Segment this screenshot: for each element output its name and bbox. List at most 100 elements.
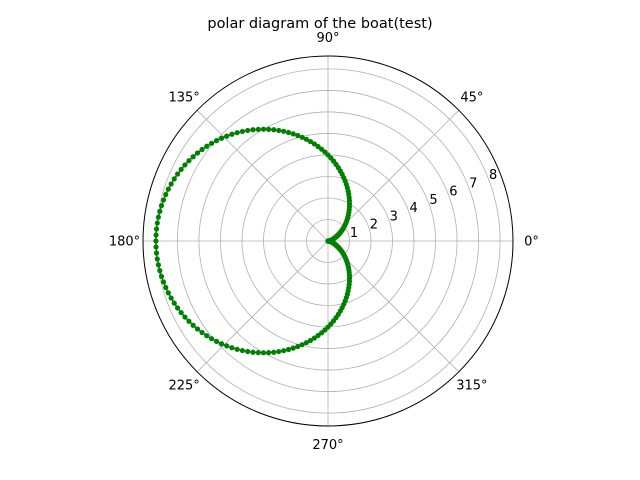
angle-tick-label-180: 180° bbox=[109, 235, 140, 250]
data-point-136 bbox=[218, 135, 225, 141]
data-point-186 bbox=[154, 256, 160, 262]
data-point-154 bbox=[178, 166, 184, 172]
polar-frame bbox=[142, 55, 514, 427]
angle-tick-labels: 0° 45° 90° 135° 180° 225° 270° 315° bbox=[109, 31, 539, 453]
data-point-120 bbox=[260, 126, 267, 132]
data-point-168 bbox=[158, 203, 165, 209]
data-point-160 bbox=[168, 181, 174, 187]
data-point-190 bbox=[157, 268, 163, 274]
data-point-258 bbox=[303, 340, 309, 346]
data-point-178 bbox=[153, 232, 159, 238]
data-point-218 bbox=[204, 333, 210, 339]
data-point-108 bbox=[290, 131, 296, 137]
data-point-148 bbox=[190, 154, 196, 160]
data-point-134 bbox=[224, 133, 230, 139]
data-point-172 bbox=[155, 214, 162, 220]
radial-tick-label-3: 3 bbox=[390, 209, 398, 224]
data-point-246 bbox=[276, 348, 282, 355]
data-point-228 bbox=[229, 345, 235, 351]
data-point-184 bbox=[153, 250, 160, 256]
data-point-174 bbox=[154, 220, 160, 226]
radial-tick-label-8: 8 bbox=[489, 168, 497, 183]
data-point-226 bbox=[224, 343, 230, 349]
angle-tick-label-315: 315° bbox=[456, 378, 487, 393]
angle-tick-label-0: 0° bbox=[524, 235, 539, 250]
data-point-124 bbox=[250, 127, 256, 133]
data-point-250 bbox=[285, 346, 292, 353]
data-point-98 bbox=[311, 141, 317, 147]
data-point-156 bbox=[174, 171, 181, 177]
data-point-122 bbox=[255, 126, 261, 132]
data-point-116 bbox=[271, 127, 277, 133]
data-point-216 bbox=[199, 329, 205, 336]
data-point-150 bbox=[186, 158, 192, 164]
data-point-180 bbox=[153, 238, 159, 244]
data-point-114 bbox=[276, 127, 282, 134]
chart-title: polar diagram of the boat(test) bbox=[207, 16, 433, 32]
data-point-232 bbox=[239, 347, 246, 354]
data-point-234 bbox=[245, 348, 251, 355]
angular-gridline-225 bbox=[196, 240, 329, 373]
data-point-104 bbox=[299, 134, 305, 140]
data-point-110 bbox=[285, 129, 292, 136]
radial-tick-label-1: 1 bbox=[350, 226, 358, 241]
data-point-236 bbox=[250, 349, 256, 355]
data-point-260 bbox=[307, 337, 314, 344]
data-point-208 bbox=[182, 314, 188, 320]
radial-tick-label-7: 7 bbox=[469, 176, 477, 191]
data-point-242 bbox=[266, 350, 272, 356]
data-point-262 bbox=[311, 335, 317, 341]
angle-tick-label-135: 135° bbox=[168, 91, 199, 106]
data-point-96 bbox=[315, 143, 321, 150]
angular-gridline-315 bbox=[327, 240, 460, 373]
angle-tick-label-270: 270° bbox=[312, 438, 343, 453]
data-point-106 bbox=[295, 132, 301, 139]
data-point-130 bbox=[234, 130, 240, 136]
data-point-192 bbox=[158, 273, 165, 279]
data-point-146 bbox=[194, 150, 201, 156]
data-point-240 bbox=[260, 350, 267, 356]
data-point-118 bbox=[266, 126, 272, 132]
data-point-126 bbox=[245, 127, 251, 134]
data-series bbox=[153, 126, 353, 356]
data-point-360 bbox=[325, 238, 331, 244]
data-point-202 bbox=[171, 300, 177, 306]
data-point-158 bbox=[171, 176, 177, 182]
data-point-238 bbox=[255, 350, 261, 356]
angle-tick-label-225: 225° bbox=[168, 378, 199, 393]
data-point-212 bbox=[190, 322, 196, 328]
data-point-224 bbox=[218, 341, 225, 347]
data-point-170 bbox=[157, 208, 163, 214]
data-point-144 bbox=[199, 146, 205, 153]
radial-tick-label-4: 4 bbox=[409, 201, 417, 216]
angular-gridline-135 bbox=[196, 109, 329, 242]
data-point-164 bbox=[163, 191, 169, 198]
angle-tick-label-45: 45° bbox=[460, 91, 483, 106]
data-point-210 bbox=[186, 318, 192, 324]
data-point-142 bbox=[204, 143, 210, 149]
data-point-248 bbox=[281, 348, 287, 354]
radial-tick-label-2: 2 bbox=[370, 218, 378, 233]
data-point-140 bbox=[208, 140, 215, 146]
data-point-100 bbox=[307, 138, 314, 145]
angle-tick-label-90: 90° bbox=[316, 31, 339, 46]
data-point-112 bbox=[281, 128, 287, 134]
data-point-176 bbox=[153, 226, 160, 232]
data-point-182 bbox=[153, 244, 159, 250]
data-point-206 bbox=[178, 310, 184, 316]
data-point-204 bbox=[174, 305, 181, 311]
data-point-152 bbox=[182, 162, 188, 168]
data-point-200 bbox=[168, 295, 174, 301]
data-point-252 bbox=[290, 345, 296, 351]
data-point-220 bbox=[208, 336, 215, 342]
angular-gridline-45 bbox=[327, 109, 460, 242]
radial-tick-label-5: 5 bbox=[429, 193, 437, 208]
data-point-188 bbox=[155, 262, 162, 268]
data-point-102 bbox=[303, 136, 309, 142]
data-point-132 bbox=[229, 131, 235, 137]
data-point-194 bbox=[160, 279, 167, 285]
data-point-264 bbox=[315, 332, 321, 339]
data-point-128 bbox=[239, 128, 246, 135]
